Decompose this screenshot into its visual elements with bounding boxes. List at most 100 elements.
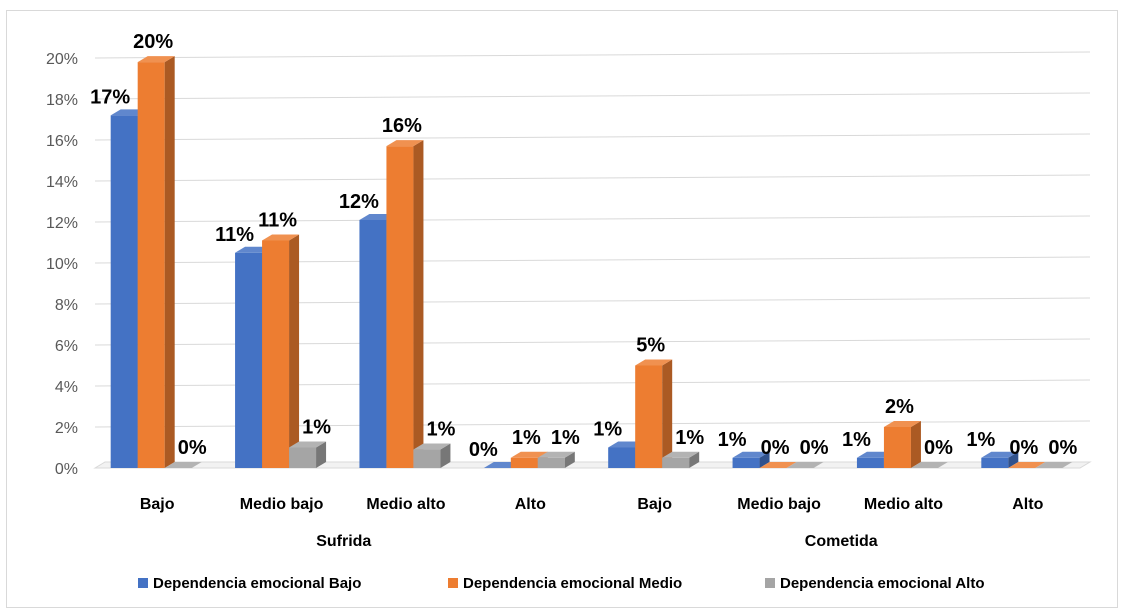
- group-label: Cometida: [805, 533, 878, 550]
- bar-top: [732, 451, 770, 458]
- bar: [662, 457, 690, 468]
- x-tick-label: Alto: [1012, 496, 1043, 513]
- bar: [732, 457, 760, 468]
- gridline: [94, 174, 1091, 182]
- data-label: 0%: [924, 437, 953, 459]
- bar-top: [262, 234, 300, 241]
- bar: [883, 427, 911, 468]
- data-label: 5%: [636, 335, 665, 357]
- data-label: 0%: [1009, 437, 1038, 459]
- data-label: 1%: [718, 429, 747, 451]
- legend-swatch: [765, 578, 775, 588]
- x-tick-label: Medio alto: [864, 496, 943, 513]
- gridline: [94, 51, 1091, 59]
- data-label: 11%: [215, 224, 254, 246]
- data-label: 1%: [426, 419, 455, 441]
- bar-top: [386, 140, 424, 147]
- bar: [856, 457, 884, 468]
- bar-side: [1008, 451, 1019, 468]
- x-tick-label: Medio alto: [366, 496, 445, 513]
- gridline: [94, 133, 1091, 141]
- bar: [386, 146, 414, 468]
- y-tick-label: 16%: [46, 133, 78, 150]
- bar-top: [883, 421, 921, 427]
- data-label: 0%: [761, 437, 790, 459]
- bar-top: [1008, 462, 1046, 468]
- bar-top: [537, 451, 575, 458]
- data-label: 1%: [302, 417, 331, 439]
- bar: [110, 115, 138, 469]
- x-tick-label: Bajo: [140, 496, 175, 513]
- bar: [359, 219, 387, 468]
- data-label: 1%: [675, 427, 704, 449]
- bar: [262, 240, 290, 468]
- data-label: 0%: [800, 437, 829, 459]
- bar-side: [689, 451, 700, 468]
- data-label: 16%: [382, 115, 422, 137]
- y-tick-label: 18%: [46, 92, 78, 109]
- bar-top: [164, 462, 202, 468]
- bar-top: [635, 359, 673, 366]
- data-label: 1%: [966, 429, 995, 451]
- bar: [510, 457, 538, 468]
- legend-label: Dependencia emocional Bajo: [153, 575, 361, 592]
- data-label: 1%: [593, 419, 622, 441]
- gridline: [94, 215, 1091, 223]
- legend-label: Dependencia emocional Medio: [463, 575, 682, 592]
- bar-top: [1035, 462, 1073, 468]
- gridline: [94, 92, 1091, 100]
- bar: [635, 365, 663, 468]
- bar-top: [413, 443, 451, 450]
- bar-side: [413, 140, 424, 468]
- group-label: Sufrida: [316, 533, 371, 550]
- bar-top: [510, 451, 548, 458]
- bar-side: [662, 359, 673, 468]
- bar-side: [440, 443, 451, 468]
- bar-top: [910, 462, 948, 468]
- y-tick-label: 20%: [46, 51, 78, 68]
- data-label: 20%: [133, 31, 173, 53]
- bar-side: [564, 451, 575, 468]
- legend-swatch: [138, 578, 148, 588]
- y-tick-label: 10%: [46, 256, 78, 273]
- chart-frame: [6, 10, 1118, 608]
- bar-top: [662, 451, 700, 458]
- bar-top: [981, 451, 1019, 458]
- data-label: 12%: [339, 191, 379, 213]
- bar-side: [759, 451, 770, 468]
- y-tick-label: 2%: [55, 420, 78, 437]
- bar: [289, 447, 317, 468]
- y-tick-label: 14%: [46, 174, 78, 191]
- data-label: 0%: [178, 437, 207, 459]
- bar-top: [786, 462, 824, 468]
- y-tick-label: 4%: [55, 379, 78, 396]
- bar: [981, 457, 1009, 468]
- x-tick-label: Medio bajo: [737, 496, 821, 513]
- x-tick-label: Alto: [515, 496, 546, 513]
- bar-side: [289, 234, 300, 468]
- bar: [413, 449, 441, 468]
- bar: [235, 252, 263, 468]
- bar: [137, 62, 165, 468]
- bar: [537, 457, 565, 468]
- data-label: 0%: [469, 439, 498, 461]
- bar-top: [759, 462, 797, 468]
- bar-top: [137, 56, 175, 63]
- x-tick-label: Medio bajo: [240, 496, 324, 513]
- bar: [608, 447, 636, 468]
- data-label: 1%: [512, 427, 541, 449]
- data-label: 11%: [258, 209, 297, 231]
- legend-swatch: [448, 578, 458, 588]
- bar-side: [164, 56, 175, 468]
- bar-side: [910, 421, 921, 468]
- legend-label: Dependencia emocional Alto: [780, 575, 985, 592]
- bar-top: [289, 441, 327, 448]
- data-label: 17%: [90, 86, 130, 108]
- data-label: 1%: [842, 429, 871, 451]
- y-tick-label: 8%: [55, 297, 78, 314]
- data-label: 1%: [551, 427, 580, 449]
- y-tick-label: 6%: [55, 338, 78, 355]
- x-tick-label: Bajo: [637, 496, 672, 513]
- y-tick-label: 12%: [46, 215, 78, 232]
